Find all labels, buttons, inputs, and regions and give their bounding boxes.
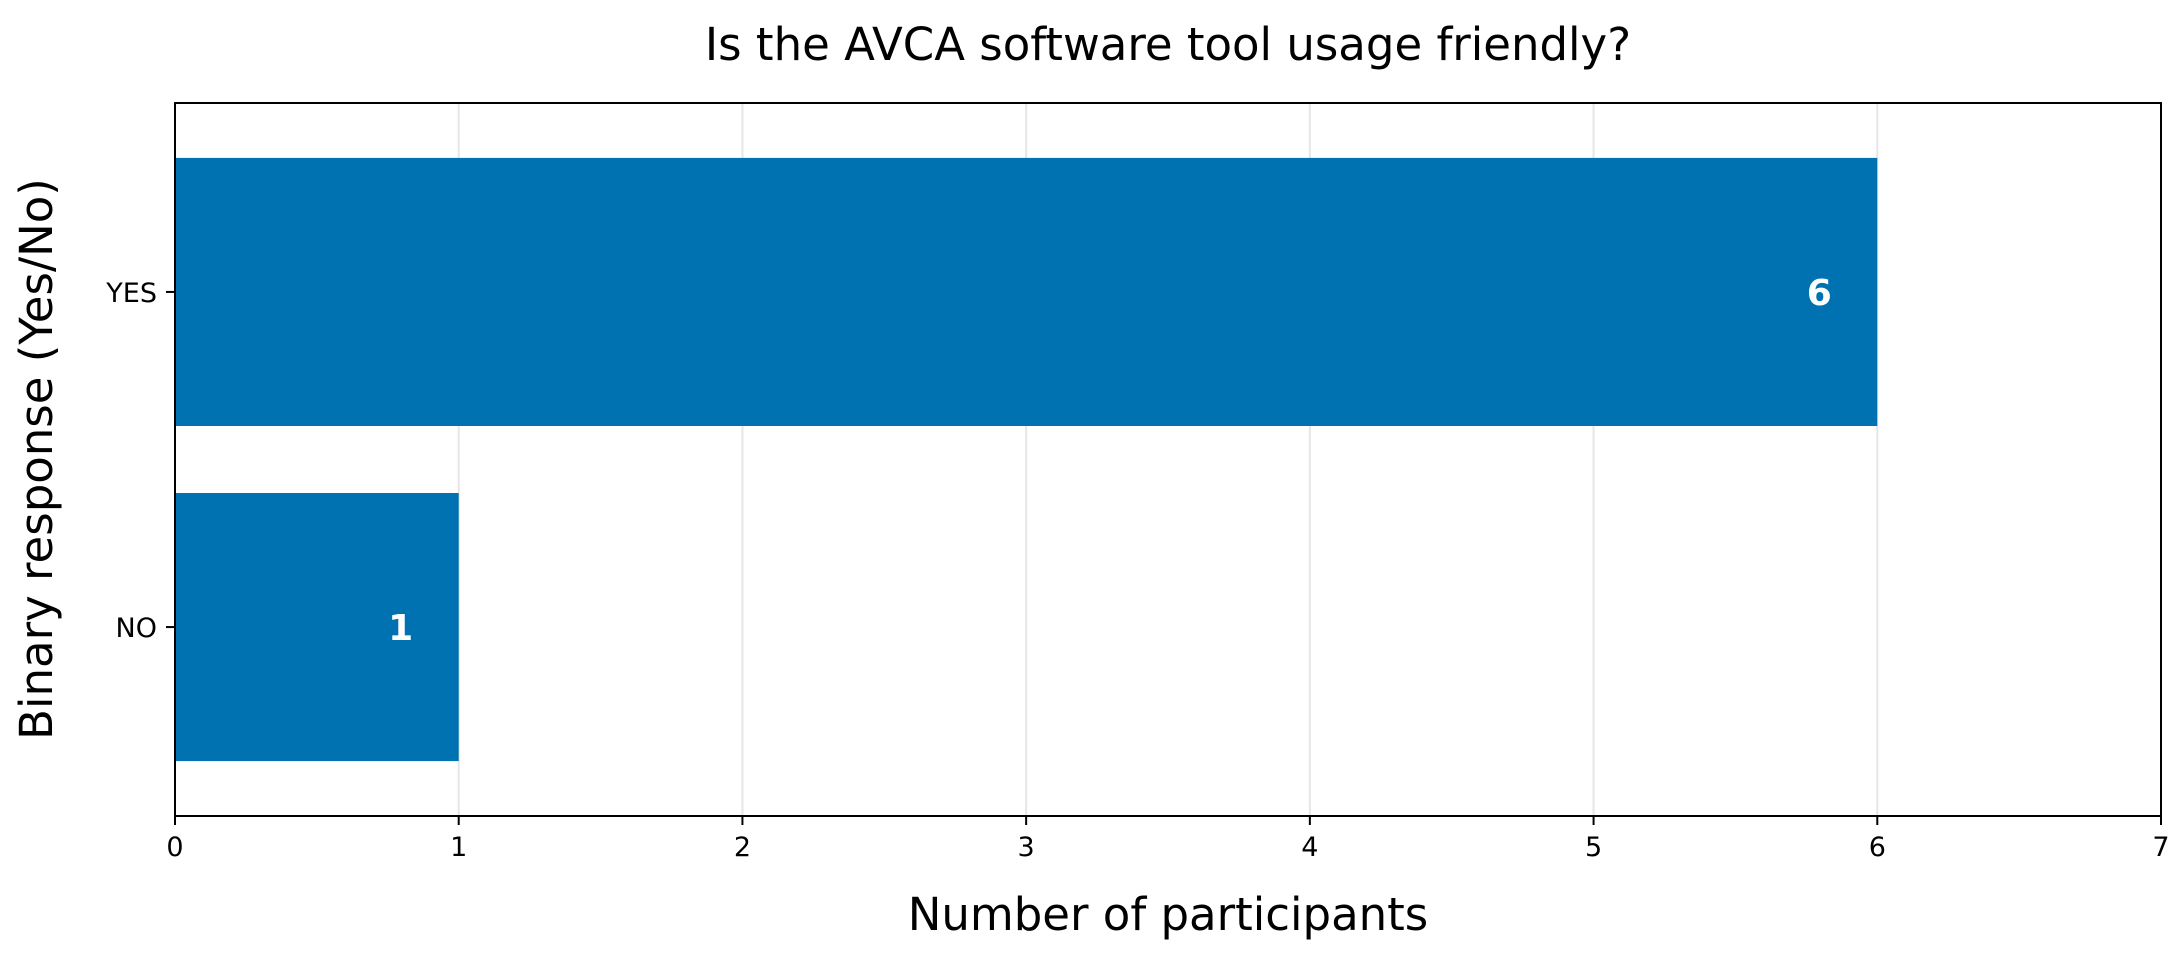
y-tick-label: NO	[116, 613, 157, 644]
data-labels: 61	[388, 273, 1832, 649]
bar-value-label: 6	[1807, 273, 1832, 314]
x-tick-label: 6	[1869, 832, 1886, 863]
y-tick-label: YES	[105, 278, 157, 309]
x-tick-label: 5	[1585, 832, 1602, 863]
plot-frame	[174, 102, 2162, 817]
x-tick-label: 0	[166, 832, 183, 863]
chart-title: Is the AVCA software tool usage friendly…	[705, 18, 1631, 71]
x-tick-label: 4	[1301, 832, 1318, 863]
x-tick-label: 2	[734, 832, 751, 863]
bars	[175, 157, 1878, 762]
bar-no	[175, 493, 459, 762]
axis-ticks: 0 1 2 3 4 5 6 7 YES NO	[105, 278, 2169, 863]
x-tick-label: 1	[450, 832, 467, 863]
x-tick-label: 3	[1018, 832, 1035, 863]
x-axis-title: Number of participants	[908, 888, 1429, 941]
x-tick-label: 7	[2152, 832, 2169, 863]
y-axis-title: Binary response (Yes/No)	[10, 178, 63, 740]
bar-yes	[175, 157, 1878, 426]
bar-value-label: 1	[388, 608, 413, 649]
